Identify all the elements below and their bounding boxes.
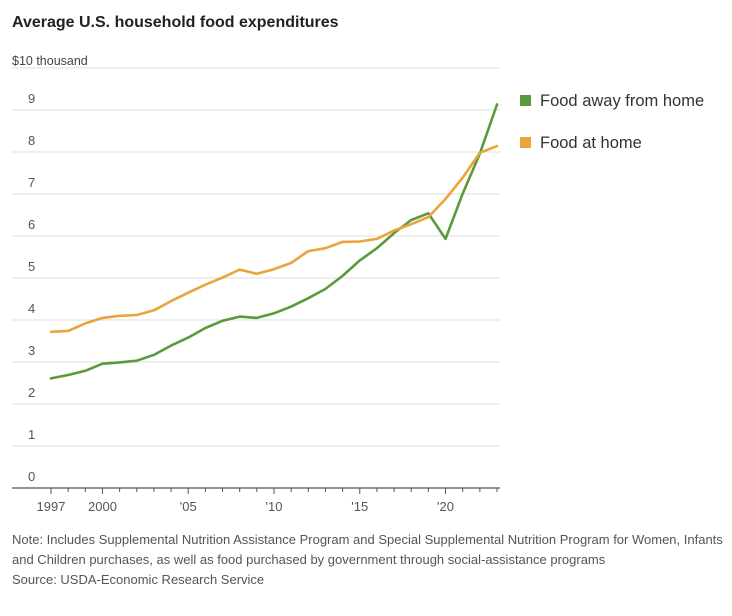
y-tick-label: 4 xyxy=(28,301,35,316)
legend-swatch-food-away-from-home xyxy=(520,95,531,106)
y-tick-label: 1 xyxy=(28,427,35,442)
x-tick-label: '15 xyxy=(351,499,368,514)
chart-note: Note: Includes Supplemental Nutrition As… xyxy=(12,532,723,567)
series-lines xyxy=(49,103,499,380)
y-axis-unit-label: $10 thousand xyxy=(12,54,88,68)
y-tick-label: 9 xyxy=(28,91,35,106)
x-tick-label: '10 xyxy=(266,499,283,514)
x-tick-label: '05 xyxy=(180,499,197,514)
x-tick-label: 1997 xyxy=(37,499,66,514)
series-line-food-at-home xyxy=(49,144,499,334)
x-axis-ticks: 1997 2000 '05 '10 '15 '20 xyxy=(12,487,500,514)
y-tick-label: 2 xyxy=(28,385,35,400)
y-tick-label: 0 xyxy=(28,469,35,484)
legend-label-food-away-from-home: Food away from home xyxy=(540,92,704,110)
legend-swatch-food-at-home xyxy=(520,137,531,148)
y-tick-label: 5 xyxy=(28,259,35,274)
gridlines xyxy=(12,67,500,447)
y-tick-label: 7 xyxy=(28,175,35,190)
chart-footnote: Note: Includes Supplemental Nutrition As… xyxy=(12,530,724,590)
legend: Food away from home Food at home xyxy=(520,92,704,152)
y-tick-label: 3 xyxy=(28,343,35,358)
legend-label-food-at-home: Food at home xyxy=(540,134,642,152)
y-tick-label: 8 xyxy=(28,133,35,148)
y-axis-ticks: 0 1 2 3 4 5 6 7 8 9 xyxy=(28,91,35,484)
y-tick-label: 6 xyxy=(28,217,35,232)
chart-title: Average U.S. household food expenditures xyxy=(12,14,339,31)
series-line-food-away-from-home xyxy=(49,103,499,380)
chart-source: Source: USDA-Economic Research Service xyxy=(12,572,265,587)
x-tick-label: '20 xyxy=(437,499,454,514)
x-tick-label: 2000 xyxy=(88,499,117,514)
